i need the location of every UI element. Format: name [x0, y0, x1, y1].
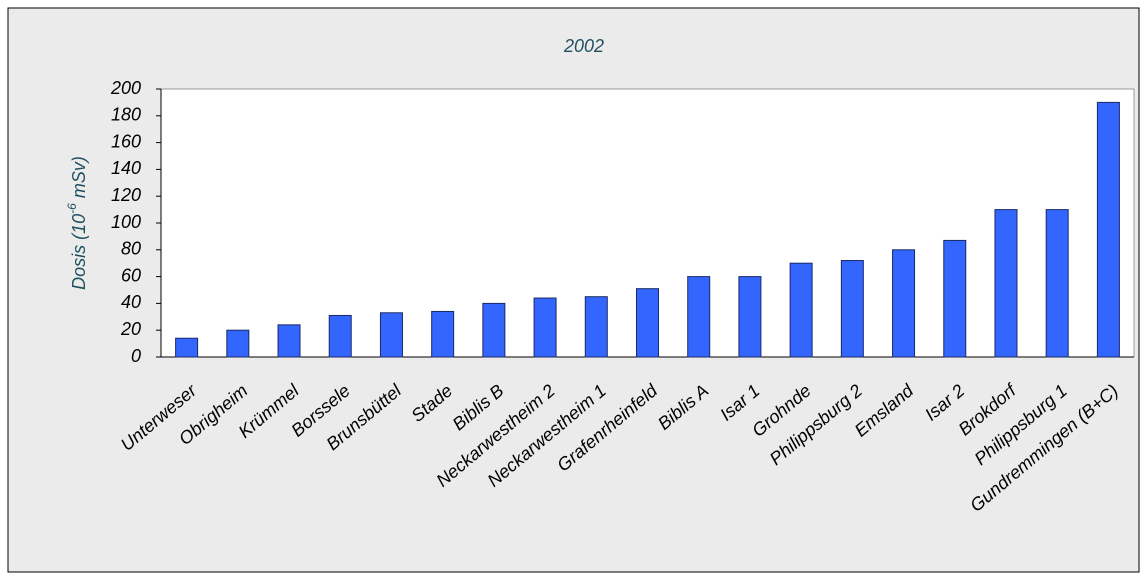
bar — [431, 310, 455, 358]
y-label-text: mSv) — [69, 156, 89, 203]
y-tick-label: 160 — [111, 131, 141, 151]
y-label-sup: -6 — [65, 203, 79, 214]
bar — [636, 288, 659, 358]
bar — [687, 276, 711, 358]
bar — [994, 209, 1018, 358]
y-tick-label: 60 — [121, 265, 141, 285]
bar — [533, 297, 557, 358]
bar — [892, 249, 916, 358]
chart-title: 2002 — [563, 36, 604, 56]
y-tick-label: 40 — [121, 292, 141, 312]
bar — [175, 337, 199, 358]
bar — [943, 239, 967, 358]
bar — [789, 262, 813, 358]
y-tick-label: 80 — [121, 239, 141, 259]
bar — [328, 314, 352, 358]
bar — [379, 312, 403, 358]
bar — [482, 302, 506, 358]
bar — [1045, 209, 1069, 358]
bar — [277, 324, 301, 358]
bar — [1096, 101, 1120, 358]
y-axis-label: Dosis (10-6 mSv) — [65, 156, 89, 290]
bar — [738, 276, 762, 358]
bar — [226, 329, 250, 358]
y-tick-label: 200 — [110, 78, 141, 98]
y-tick-label: 140 — [111, 158, 141, 178]
y-tick-label: 180 — [111, 105, 141, 125]
y-label-text: Dosis (10 — [69, 214, 89, 290]
y-tick-label: 20 — [120, 319, 141, 339]
bar — [840, 260, 864, 358]
y-tick-label: 0 — [131, 346, 141, 366]
y-tick-label: 120 — [111, 185, 141, 205]
bar — [584, 296, 608, 358]
y-tick-label: 100 — [111, 212, 141, 232]
